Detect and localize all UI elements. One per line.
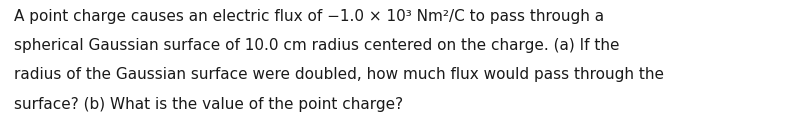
- Text: A point charge causes an electric flux of −1.0 × 10³ Nm²/C to pass through a: A point charge causes an electric flux o…: [14, 9, 604, 24]
- Text: surface? (b) What is the value of the point charge?: surface? (b) What is the value of the po…: [14, 97, 403, 112]
- Text: spherical Gaussian surface of 10.0 cm radius centered on the charge. (a) If the: spherical Gaussian surface of 10.0 cm ra…: [14, 38, 620, 53]
- Text: radius of the Gaussian surface were doubled, how much flux would pass through th: radius of the Gaussian surface were doub…: [14, 68, 665, 82]
